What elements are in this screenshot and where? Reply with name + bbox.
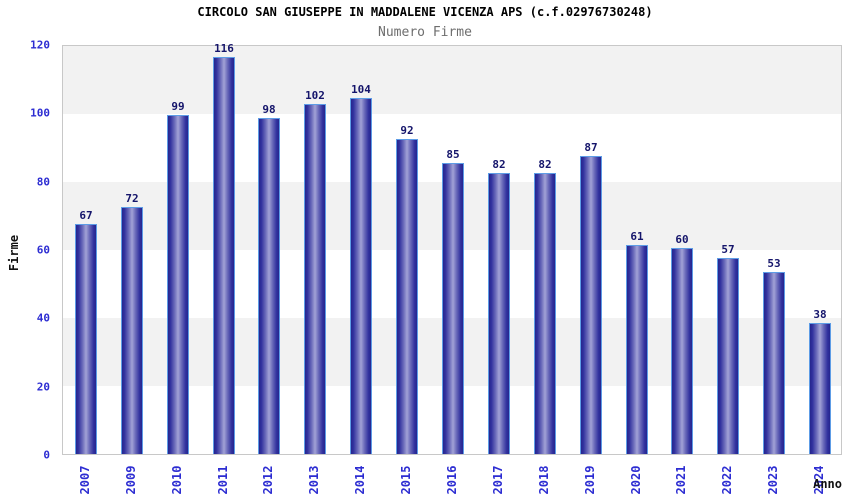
bar-2017 — [488, 173, 510, 454]
bar-2012 — [258, 118, 280, 454]
x-tick-label-2022: 2022 — [720, 465, 734, 495]
x-tick-label-2015: 2015 — [399, 465, 413, 495]
bar-2009 — [121, 207, 143, 454]
x-axis-ticks: 2007 2009 2010 2011 2012 2013 2014 2015 2016 2017… — [62, 455, 842, 500]
y-tick-label-20: 20 — [36, 380, 50, 394]
bar-value-label: 57 — [721, 243, 735, 256]
bar-value-label: 98 — [262, 103, 276, 116]
bar-2023 — [763, 272, 785, 454]
x-tick-label-2020: 2020 — [629, 465, 643, 495]
y-tick-label-60: 60 — [36, 243, 50, 257]
bar-2013 — [304, 104, 326, 454]
bar-value-label: 82 — [538, 158, 552, 171]
bar-value-label: 38 — [813, 308, 827, 321]
x-axis-title: Anno — [813, 477, 842, 491]
bar-2011 — [213, 57, 235, 454]
bar-2016 — [442, 163, 464, 454]
y-tick-label-120: 120 — [30, 38, 50, 52]
x-tick-label-2016: 2016 — [445, 465, 459, 495]
bar-value-label: 92 — [400, 124, 414, 137]
x-tick-label-2018: 2018 — [537, 465, 551, 495]
bar-value-label: 60 — [675, 233, 689, 246]
y-axis-title: Firme — [7, 234, 21, 272]
x-tick-label-2019: 2019 — [583, 465, 597, 495]
x-tick-label-2010: 2010 — [170, 465, 184, 495]
bar-value-label: 61 — [630, 230, 644, 243]
chart-title: CIRCOLO SAN GIUSEPPE IN MADDALENE VICENZ… — [197, 5, 653, 19]
bar-2022 — [717, 258, 739, 454]
y-tick-label-80: 80 — [36, 175, 50, 189]
bar-2020 — [626, 245, 648, 454]
bar-value-label: 99 — [171, 100, 185, 113]
x-tick-label-2021: 2021 — [674, 465, 688, 495]
bar-2021 — [671, 248, 693, 454]
y-tick-label-100: 100 — [30, 106, 50, 120]
x-tick-label-2012: 2012 — [261, 465, 275, 495]
x-tick-label-2014: 2014 — [353, 465, 367, 495]
bar-value-label: 102 — [305, 89, 325, 102]
x-tick-label-2011: 2011 — [216, 465, 230, 495]
bar-2014 — [350, 98, 372, 454]
x-tick-label-2017: 2017 — [491, 465, 505, 495]
y-tick-label-40: 40 — [36, 311, 50, 325]
bar-value-label: 53 — [767, 257, 781, 270]
x-tick-label-2013: 2013 — [307, 465, 321, 495]
bar-value-label: 85 — [446, 148, 460, 161]
bar-2018 — [534, 173, 556, 454]
bar-value-label: 82 — [492, 158, 506, 171]
plot-area: 67 72 99 116 98 102 104 92 85 82 82 87 61 60 57 53 38 — [62, 42, 842, 455]
bar-2019 — [580, 156, 602, 454]
x-tick-label-2023: 2023 — [766, 465, 780, 495]
bar-value-label: 116 — [214, 42, 234, 55]
bar-2010 — [167, 115, 189, 454]
bar-value-label: 104 — [351, 83, 371, 96]
y-tick-label-0: 0 — [43, 448, 50, 462]
chart-subtitle: Numero Firme — [378, 25, 472, 40]
bar-2015 — [396, 139, 418, 454]
bar-value-label: 67 — [79, 209, 93, 222]
bar-2007 — [75, 224, 97, 454]
bar-2024 — [809, 323, 831, 454]
x-tick-label-2007: 2007 — [78, 465, 92, 495]
y-axis-ticks: 0 20 40 60 80 100 120 — [0, 40, 56, 461]
bar-value-label: 87 — [584, 141, 598, 154]
x-tick-label-2009: 2009 — [124, 465, 138, 495]
bar-value-label: 72 — [125, 192, 139, 205]
